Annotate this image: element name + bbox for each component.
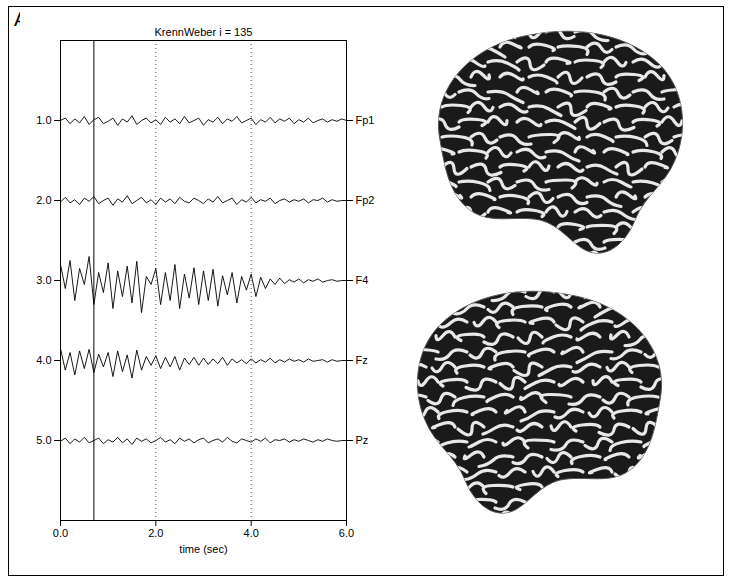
svg-text:time (sec): time (sec)	[179, 543, 227, 555]
svg-text:Pz: Pz	[356, 434, 369, 446]
svg-text:Fp2: Fp2	[356, 194, 375, 206]
svg-text:0.0: 0.0	[53, 527, 68, 539]
svg-text:2.0: 2.0	[148, 527, 163, 539]
html-text:A: A	[14, 8, 28, 30]
svg-text:2.0: 2.0	[36, 194, 51, 206]
svg-text:F4: F4	[356, 274, 369, 286]
svg-text:5.0: 5.0	[36, 434, 51, 446]
svg-text:Fp1: Fp1	[356, 114, 375, 126]
svg-text:KrennWeber i = 135: KrennWeber i = 135	[155, 26, 253, 38]
svg-text:Fz: Fz	[356, 354, 368, 366]
svg-text:6.0: 6.0	[339, 527, 354, 539]
svg-text:3.0: 3.0	[36, 274, 51, 286]
svg-text:1.0: 1.0	[36, 114, 51, 126]
svg-text:4.0: 4.0	[244, 527, 259, 539]
svg-text:4.0: 4.0	[36, 354, 51, 366]
